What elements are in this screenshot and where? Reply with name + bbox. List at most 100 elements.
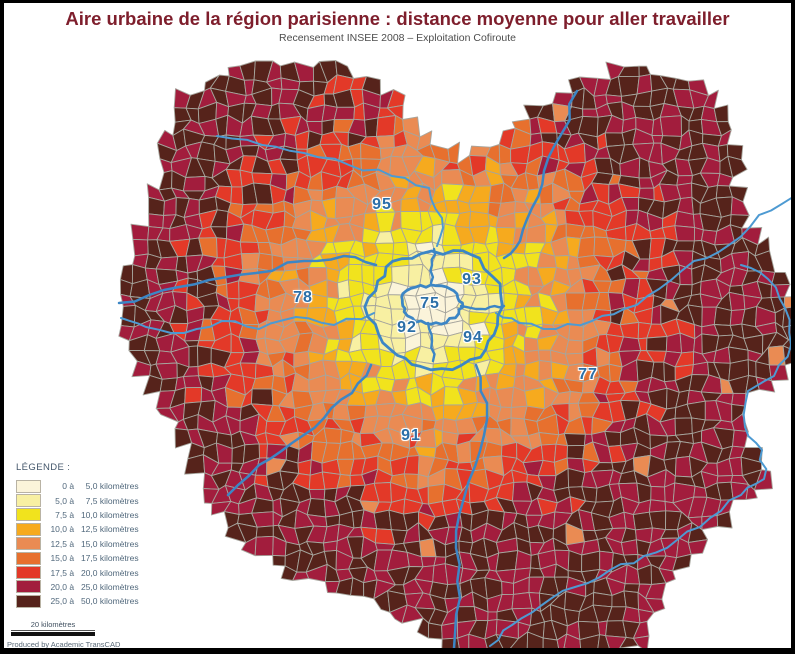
commune-polygon bbox=[620, 539, 639, 556]
legend-item-label: 0 à 5,0 kilomètres bbox=[62, 481, 139, 492]
legend-swatch bbox=[16, 551, 41, 565]
dept-label-95: 95 bbox=[372, 196, 392, 213]
commune-polygon bbox=[400, 197, 421, 212]
commune-polygon bbox=[258, 443, 268, 459]
commune-polygon bbox=[563, 433, 586, 447]
commune-polygon bbox=[524, 386, 545, 410]
commune-polygon bbox=[674, 225, 695, 242]
commune-polygon bbox=[148, 213, 165, 229]
commune-polygon bbox=[566, 444, 585, 460]
legend-item: 25,0 à 50,0 kilomètres bbox=[16, 594, 166, 608]
commune-polygon bbox=[542, 637, 560, 648]
river-seine-west bbox=[120, 312, 375, 334]
commune-polygon bbox=[182, 175, 206, 192]
commune-polygon bbox=[564, 292, 586, 311]
commune-polygon bbox=[184, 386, 203, 404]
credit-text: Produced by Academic TransCAD bbox=[7, 640, 125, 648]
commune-polygon bbox=[239, 241, 260, 255]
border-92-93 bbox=[429, 247, 437, 285]
legend-item-label: 7,5 à 10,0 kilomètres bbox=[55, 509, 139, 520]
legend-swatch bbox=[16, 566, 41, 580]
river-seine-east bbox=[489, 264, 791, 647]
commune-polygon bbox=[333, 106, 356, 120]
commune-polygon bbox=[326, 279, 340, 300]
commune-polygon bbox=[447, 141, 461, 165]
commune-polygon bbox=[306, 498, 327, 518]
commune-polygon bbox=[659, 115, 682, 137]
commune-polygon bbox=[728, 291, 746, 312]
commune-polygon bbox=[691, 430, 703, 445]
commune-polygon bbox=[272, 554, 286, 567]
dept-label-91: 91 bbox=[401, 427, 421, 444]
commune-polygon bbox=[159, 377, 178, 392]
border-95-77 bbox=[502, 89, 579, 260]
commune-polygon bbox=[597, 634, 610, 648]
legend-swatch bbox=[16, 522, 41, 536]
commune-polygon bbox=[374, 542, 396, 551]
commune-polygon bbox=[782, 338, 791, 350]
communes-layer bbox=[118, 60, 791, 648]
border-78-91 bbox=[226, 363, 373, 497]
commune-polygon bbox=[456, 440, 472, 464]
legend-item-label: 25,0 à 50,0 kilomètres bbox=[50, 596, 139, 607]
border-93-94 bbox=[459, 304, 506, 311]
commune-polygon bbox=[650, 304, 662, 325]
legend-swatch bbox=[16, 494, 41, 508]
commune-polygon bbox=[538, 349, 552, 363]
dept-label-93: 93 bbox=[462, 271, 482, 288]
commune-polygon bbox=[523, 336, 539, 353]
commune-polygon bbox=[484, 634, 504, 648]
commune-polygon bbox=[691, 361, 710, 376]
commune-polygon bbox=[579, 634, 601, 648]
commune-polygon bbox=[468, 633, 488, 648]
legend-item: 15,0 à 17,5 kilomètres bbox=[16, 551, 166, 565]
legend-item-label: 17,5 à 20,0 kilomètres bbox=[50, 567, 139, 578]
dept-label-77: 77 bbox=[578, 366, 598, 383]
commune-polygon bbox=[650, 485, 666, 502]
commune-polygon bbox=[132, 238, 149, 257]
commune-polygon bbox=[632, 635, 650, 648]
commune-polygon bbox=[674, 210, 695, 228]
legend-item: 12,5 à 15,0 kilomètres bbox=[16, 537, 166, 551]
choropleth-map bbox=[117, 60, 791, 648]
commune-polygon bbox=[713, 104, 729, 123]
legend-swatch bbox=[16, 508, 41, 522]
commune-polygon bbox=[658, 567, 676, 584]
legend-panel: LÉGENDE : 0 à 5,0 kilomètres 5,0 à 7,5 ki… bbox=[12, 460, 166, 611]
commune-polygon bbox=[582, 108, 599, 118]
commune-polygon bbox=[732, 429, 749, 448]
commune-polygon bbox=[747, 359, 757, 378]
commune-polygon bbox=[427, 622, 443, 640]
commune-polygon bbox=[230, 186, 244, 206]
commune-polygon bbox=[538, 360, 553, 382]
commune-polygon bbox=[617, 75, 640, 97]
commune-polygon bbox=[347, 263, 363, 283]
legend-swatch bbox=[16, 594, 41, 608]
commune-polygon bbox=[564, 339, 584, 355]
commune-polygon bbox=[672, 553, 692, 572]
commune-polygon bbox=[359, 332, 380, 351]
commune-polygon bbox=[619, 321, 640, 340]
commune-polygon bbox=[592, 592, 613, 608]
commune-polygon bbox=[416, 617, 430, 639]
river-oise bbox=[216, 135, 444, 247]
commune-polygon bbox=[158, 170, 173, 191]
commune-polygon bbox=[373, 509, 392, 531]
legend-item: 20,0 à 25,0 kilomètres bbox=[16, 580, 166, 594]
commune-polygon bbox=[457, 633, 470, 648]
border-paris bbox=[400, 283, 465, 326]
border-95-78 bbox=[117, 254, 378, 305]
commune-polygon bbox=[672, 240, 695, 252]
commune-polygon bbox=[674, 417, 693, 436]
border-92-94 bbox=[426, 321, 436, 363]
legend-swatch bbox=[16, 479, 41, 493]
legend-item-label: 12,5 à 15,0 kilomètres bbox=[50, 538, 139, 549]
commune-polygon bbox=[604, 132, 626, 147]
dept-label-75: 75 bbox=[420, 295, 440, 312]
scale-bar-label: 20 kilomètres bbox=[11, 620, 95, 631]
commune-polygon bbox=[727, 155, 748, 178]
dept-label-92: 92 bbox=[397, 319, 417, 336]
commune-polygon bbox=[323, 540, 338, 552]
commune-polygon bbox=[392, 241, 410, 257]
